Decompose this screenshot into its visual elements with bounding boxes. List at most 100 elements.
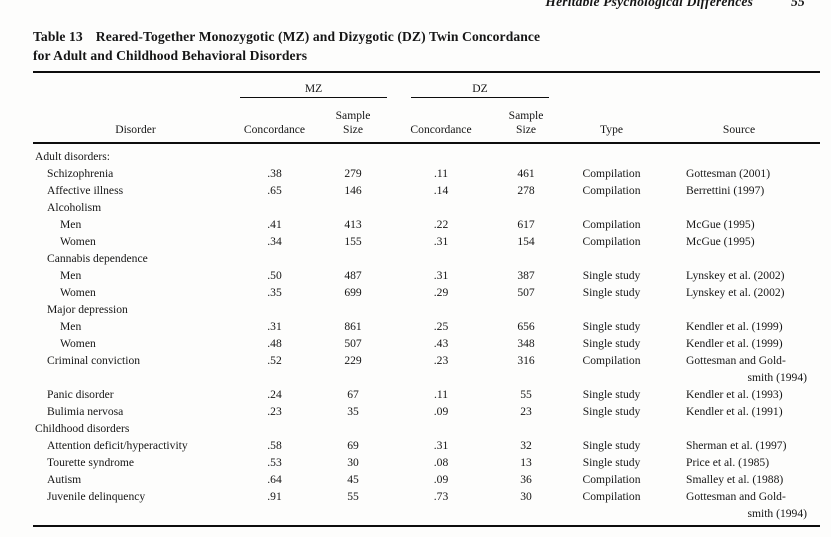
type-cell: Single study [582, 286, 641, 300]
source-text-continuation: smith (1994) [747, 507, 808, 521]
mz-concordance-cell: .91 [267, 490, 282, 504]
source-text-continuation: smith (1994) [747, 371, 808, 385]
type-cell [565, 199, 658, 216]
dz-concordance-cell: .31 [433, 235, 449, 249]
dz-concordance-column-header: Concordance [395, 99, 488, 145]
table-row: Tourette syndrome .53 30 .08 13 Single s… [33, 454, 820, 471]
source-column-header: Source [658, 99, 821, 145]
mz-sample-size-cell [311, 143, 395, 165]
disorder-cell: Tourette syndrome [47, 456, 135, 470]
mz-concordance-cell: .50 [267, 269, 282, 283]
source-text: Kendler et al. (1999) [686, 320, 783, 334]
table-row: Affective illness .65 146 .14 278 Compil… [33, 182, 820, 199]
dz-sample-size-cell: 13 [520, 456, 532, 470]
table-row: Criminal conviction .52 229 .23 316 Comp… [33, 352, 820, 386]
dz-concordance-cell: .11 [433, 388, 449, 402]
dz-concordance-cell: .73 [433, 490, 449, 504]
table-row: Childhood disorders [33, 420, 820, 437]
dz-concordance-cell: .31 [433, 269, 449, 283]
mz-sample-size-cell: 55 [347, 490, 359, 504]
spanner-empty [33, 72, 238, 99]
running-head-title: Heritable Psychological Differences [545, 0, 754, 9]
dz-concordance-cell: .31 [433, 439, 449, 453]
source-cell: Lynskey et al. (2002) [658, 267, 820, 284]
dz-sample-size-cell: 387 [517, 269, 535, 283]
dz-sample-size-cell: 32 [520, 439, 532, 453]
disorder-cell: Criminal conviction [47, 354, 141, 368]
source-cell: McGue (1995) [658, 216, 820, 233]
mz-sample-size-cell [311, 420, 395, 437]
size-word: Size [516, 123, 536, 137]
type-cell: Single study [582, 388, 641, 402]
table-body: Adult disorders: Schizophrenia .38 279 .… [33, 143, 820, 526]
table-row: Men .31 861 .25 656 Single study Kendler… [33, 318, 820, 335]
mz-sample-size-cell: 69 [347, 439, 359, 453]
disorder-cell: Affective illness [47, 184, 124, 198]
twin-concordance-table: MZ DZ Disorder Concordance Sample Size Co… [33, 71, 821, 528]
disorder-cell: Women [60, 337, 96, 351]
disorder-column-header: Disorder [33, 99, 238, 145]
mz-concordance-cell: .48 [267, 337, 282, 351]
mz-concordance-cell [238, 143, 311, 165]
mz-concordance-cell [238, 199, 311, 216]
dz-sample-size-cell: 461 [517, 167, 535, 181]
table-row: Panic disorder .24 67 .11 55 Single stud… [33, 386, 820, 403]
source-cell: Lynskey et al. (2002) [658, 284, 820, 301]
dz-concordance-cell [395, 301, 487, 318]
dz-concordance-cell [395, 143, 487, 165]
table-row: Women .48 507 .43 348 Single study Kendl… [33, 335, 820, 352]
dz-sample-size-cell: 154 [517, 235, 535, 249]
dz-group-label: DZ [411, 82, 550, 99]
mz-sample-size-cell: 146 [344, 184, 362, 198]
dz-concordance-cell: .11 [433, 167, 449, 181]
mz-concordance-cell: .34 [267, 235, 282, 249]
disorder-cell: Bulimia nervosa [47, 405, 124, 419]
dz-sample-size-cell: 316 [517, 354, 535, 368]
source-cell: Gottesman and Gold-smith (1994) [658, 488, 820, 526]
mz-concordance-cell [238, 301, 311, 318]
table-header: MZ DZ Disorder Concordance Sample Size Co… [33, 72, 821, 145]
source-text: Lynskey et al. (2002) [686, 269, 785, 283]
dz-concordance-cell: .22 [433, 218, 449, 232]
dz-concordance-cell: .43 [433, 337, 449, 351]
source-cell: Smalley et al. (1988) [658, 471, 820, 488]
mz-concordance-cell: .52 [267, 354, 282, 368]
dz-sample-size-cell: 55 [520, 388, 532, 402]
dz-concordance-cell [395, 250, 487, 267]
source-text: Kendler et al. (1993) [686, 388, 783, 402]
dz-sample-size-cell [487, 250, 565, 267]
mz-group-label: MZ [240, 82, 388, 99]
source-text: McGue (1995) [686, 235, 755, 249]
dz-concordance-cell: .09 [433, 405, 449, 419]
mz-sample-size-cell: 861 [344, 320, 362, 334]
mz-concordance-cell: .35 [267, 286, 282, 300]
source-text: Gottesman (2001) [686, 167, 771, 181]
source-cell: Gottesman and Gold-smith (1994) [658, 352, 820, 386]
source-text: Kendler et al. (1999) [686, 337, 783, 351]
dz-concordance-cell: .09 [433, 473, 449, 487]
dz-concordance-cell: .29 [433, 286, 449, 300]
mz-sample-size-cell: 67 [347, 388, 359, 402]
source-text: Smalley et al. (1988) [686, 473, 784, 487]
mz-sample-size-cell [311, 301, 395, 318]
type-cell: Compilation [582, 235, 641, 249]
type-cell [565, 143, 658, 165]
mz-sample-size-cell: 155 [344, 235, 362, 249]
dz-concordance-cell: .08 [433, 456, 449, 470]
dz-sample-size-cell [487, 301, 565, 318]
source-cell [658, 250, 820, 267]
disorder-cell: Men [60, 320, 82, 334]
table-row: Adult disorders: [33, 143, 820, 165]
mz-concordance-cell: .64 [267, 473, 282, 487]
type-cell: Compilation [582, 354, 641, 368]
source-text: Berrettini (1997) [686, 184, 765, 198]
type-cell: Compilation [582, 184, 641, 198]
sample-word: Sample [508, 109, 544, 123]
mz-sample-size-column-header: Sample Size [311, 99, 396, 145]
source-text: Kendler et al. (1991) [686, 405, 783, 419]
disorder-cell: Juvenile delinquency [47, 490, 146, 504]
dz-sample-size-cell: 23 [520, 405, 532, 419]
source-cell [658, 143, 820, 165]
type-cell: Compilation [582, 167, 641, 181]
source-cell: McGue (1995) [658, 233, 820, 250]
